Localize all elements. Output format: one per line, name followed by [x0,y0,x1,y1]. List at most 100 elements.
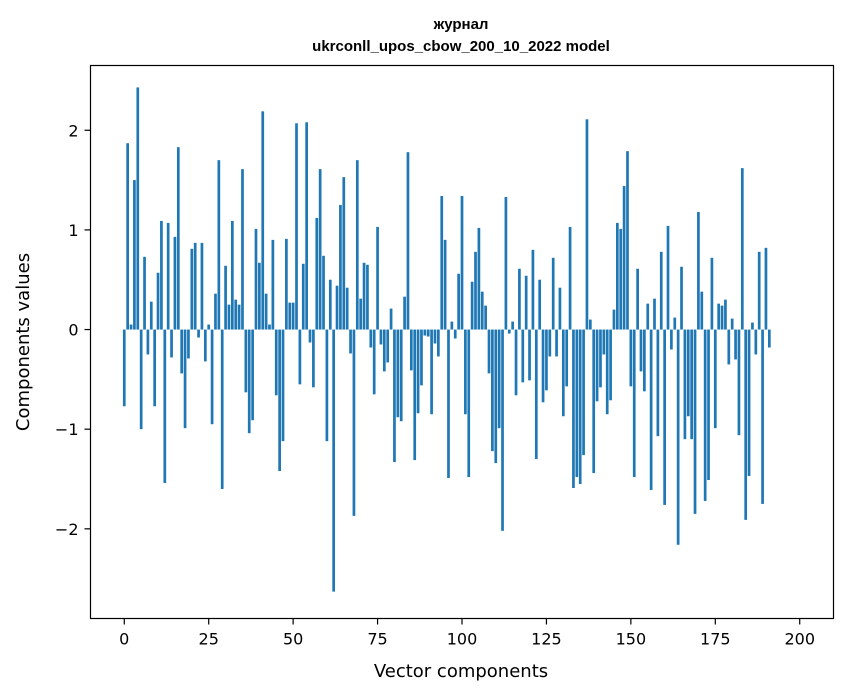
bar [349,329,352,354]
bar [629,329,633,387]
bar [710,257,714,330]
plot-frame [89,64,835,620]
bar [305,122,308,330]
bar [646,303,650,330]
bar [176,147,180,330]
bar [457,273,460,330]
bar [376,226,379,330]
bar [514,329,518,396]
bar [720,305,724,330]
bar [312,329,315,388]
bar [639,329,643,372]
y-tick-label: −1 [55,420,79,439]
bar [241,169,244,330]
bar [751,322,754,330]
bar [578,329,582,484]
bar [676,329,680,545]
bar [619,228,623,330]
bar [328,279,332,330]
bars [122,87,771,592]
bar [146,329,150,355]
bar [686,329,690,417]
bar [426,329,430,337]
bar [291,302,295,330]
bar [767,329,771,348]
bar [480,291,484,330]
bar [403,296,406,330]
bar [453,329,457,339]
bar [592,329,596,474]
bar [548,329,552,357]
bar [697,211,700,330]
bar [521,329,525,383]
bar [288,302,292,330]
bar [497,329,501,429]
bar [670,329,673,350]
bar [531,249,535,330]
bar [609,329,612,401]
y-tick-label: −2 [55,520,79,539]
bar [129,324,133,330]
bar [582,329,585,456]
x-tick-label: 0 [119,630,129,649]
bar [484,305,487,330]
bar [470,281,474,330]
bar [166,222,170,330]
bar [163,329,167,483]
bar [744,329,748,520]
bar [724,299,727,330]
bar [700,291,704,330]
x-tick-label: 175 [700,630,731,649]
bar [244,329,248,393]
bar [203,329,207,362]
bar [200,242,204,330]
x-tick-label: 150 [616,630,647,649]
bar [575,329,579,478]
bar [382,329,386,372]
bar [190,248,194,330]
bar [545,329,548,391]
bar [295,123,298,330]
bar [737,329,741,436]
bar [605,329,609,415]
bar [386,329,390,363]
x-tick-label: 25 [199,630,219,649]
bar [180,329,184,374]
bar [160,220,163,330]
bar [561,329,565,417]
bar [308,329,312,343]
bar [183,329,187,429]
bar [126,143,129,330]
y-tick-label: 0 [68,321,78,340]
bar [551,257,555,330]
bar [656,329,660,437]
chart-title: журнал [433,16,489,33]
bar [585,119,589,330]
bar [369,329,373,348]
bar [734,329,737,360]
bar [149,301,153,330]
x-tick-label: 100 [447,630,478,649]
bar [568,226,572,330]
bar [230,220,234,330]
bar [727,329,731,365]
bar [757,251,761,330]
bar [261,111,265,330]
bar [133,180,136,330]
bar [659,251,663,330]
bar [528,329,531,381]
bar [224,265,227,330]
bar [717,303,721,330]
bar [447,329,450,479]
bar [207,324,211,330]
bar [173,236,177,330]
bar [565,329,569,387]
x-tick-label: 75 [367,630,387,649]
bar [355,160,359,330]
bar [707,329,710,481]
bar [416,329,420,414]
bar [399,329,403,422]
bar [666,225,670,330]
bar [220,329,224,489]
bar [335,285,339,330]
